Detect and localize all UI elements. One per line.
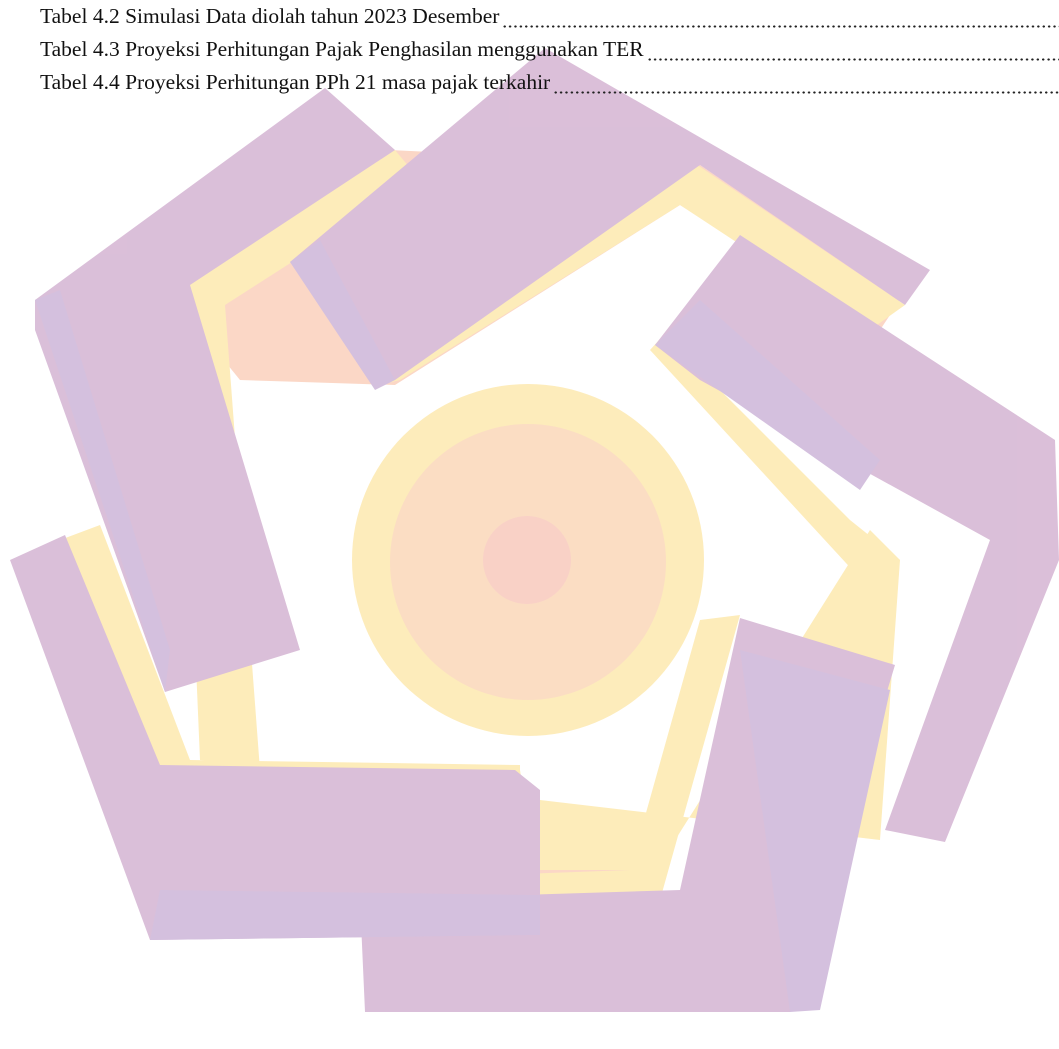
watermark-logo — [0, 0, 1059, 1049]
entry-label: Tabel 4.2 Simulasi Data diolah tahun 202… — [40, 4, 499, 29]
list-entry: Tabel 4.4 Proyeksi Perhitungan PPh 21 ma… — [40, 70, 1059, 103]
list-entry: Tabel 4.3 Proyeksi Perhitungan Pajak Pen… — [40, 37, 1059, 70]
table-list: Tabel 4.2 Simulasi Data diolah tahun 202… — [40, 4, 1059, 103]
dot-leader — [647, 58, 1059, 61]
list-entry: Tabel 4.2 Simulasi Data diolah tahun 202… — [40, 4, 1059, 37]
dot-leader — [553, 91, 1059, 94]
dot-leader — [502, 25, 1059, 28]
logo-edge — [150, 890, 540, 940]
entry-label: Tabel 4.4 Proyeksi Perhitungan PPh 21 ma… — [40, 70, 550, 95]
entry-label: Tabel 4.3 Proyeksi Perhitungan Pajak Pen… — [40, 37, 644, 62]
page: {"entries": [ {"label": "Tabel 4.2 Simul… — [0, 0, 1059, 1049]
logo-circle-inner — [483, 516, 571, 604]
